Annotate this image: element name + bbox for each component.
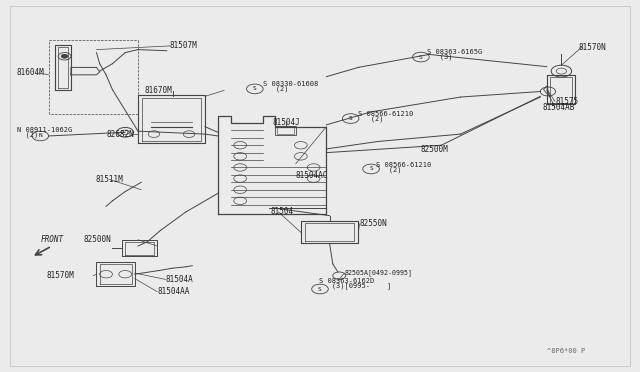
Text: 82682N: 82682N bbox=[106, 129, 134, 139]
Text: S: S bbox=[349, 116, 353, 121]
Text: (2): (2) bbox=[17, 132, 38, 138]
Text: 82505A[0492-0995]: 82505A[0492-0995] bbox=[344, 270, 412, 276]
Text: 81570M: 81570M bbox=[47, 271, 74, 280]
Text: 81507M: 81507M bbox=[170, 41, 198, 51]
Text: (2): (2) bbox=[376, 166, 402, 173]
Bar bbox=[275, 126, 296, 135]
Text: 81511M: 81511M bbox=[95, 175, 123, 184]
Text: 81504AA: 81504AA bbox=[157, 287, 189, 296]
Text: 81504A: 81504A bbox=[166, 275, 193, 284]
Circle shape bbox=[61, 54, 68, 58]
Text: S: S bbox=[318, 286, 322, 292]
Text: 82550N: 82550N bbox=[360, 219, 387, 228]
Text: 81670M: 81670M bbox=[145, 86, 172, 95]
Text: S 08566-61210: S 08566-61210 bbox=[358, 111, 413, 117]
Text: (2): (2) bbox=[358, 115, 384, 122]
Text: 81575: 81575 bbox=[555, 97, 578, 106]
Text: N: N bbox=[38, 134, 42, 138]
Text: (3)[0995-    ]: (3)[0995- ] bbox=[319, 282, 391, 289]
Text: S 08363-6165G: S 08363-6165G bbox=[428, 49, 483, 55]
Text: 82500M: 82500M bbox=[421, 145, 449, 154]
Text: 81504J: 81504J bbox=[272, 118, 300, 127]
Text: S 08363-6162D: S 08363-6162D bbox=[319, 278, 374, 284]
Text: S: S bbox=[253, 86, 257, 92]
Text: S 08566-61210: S 08566-61210 bbox=[376, 162, 431, 168]
Text: S: S bbox=[419, 55, 423, 60]
Text: ^8P6*00 P: ^8P6*00 P bbox=[547, 348, 585, 354]
Text: (3): (3) bbox=[428, 53, 452, 60]
Text: 82500N: 82500N bbox=[84, 235, 111, 244]
Text: 81504AB: 81504AB bbox=[542, 103, 575, 112]
Text: S: S bbox=[369, 166, 373, 171]
Text: FRONT: FRONT bbox=[40, 235, 63, 244]
Text: 81504: 81504 bbox=[270, 208, 293, 217]
Text: S 08330-61608: S 08330-61608 bbox=[262, 81, 318, 87]
Bar bbox=[276, 126, 294, 134]
Text: 81604M: 81604M bbox=[17, 68, 44, 77]
Text: 81504AC: 81504AC bbox=[296, 171, 328, 180]
Text: N 08911-1062G: N 08911-1062G bbox=[17, 127, 72, 134]
Text: (2): (2) bbox=[262, 86, 288, 92]
Text: 81570N: 81570N bbox=[579, 42, 606, 51]
